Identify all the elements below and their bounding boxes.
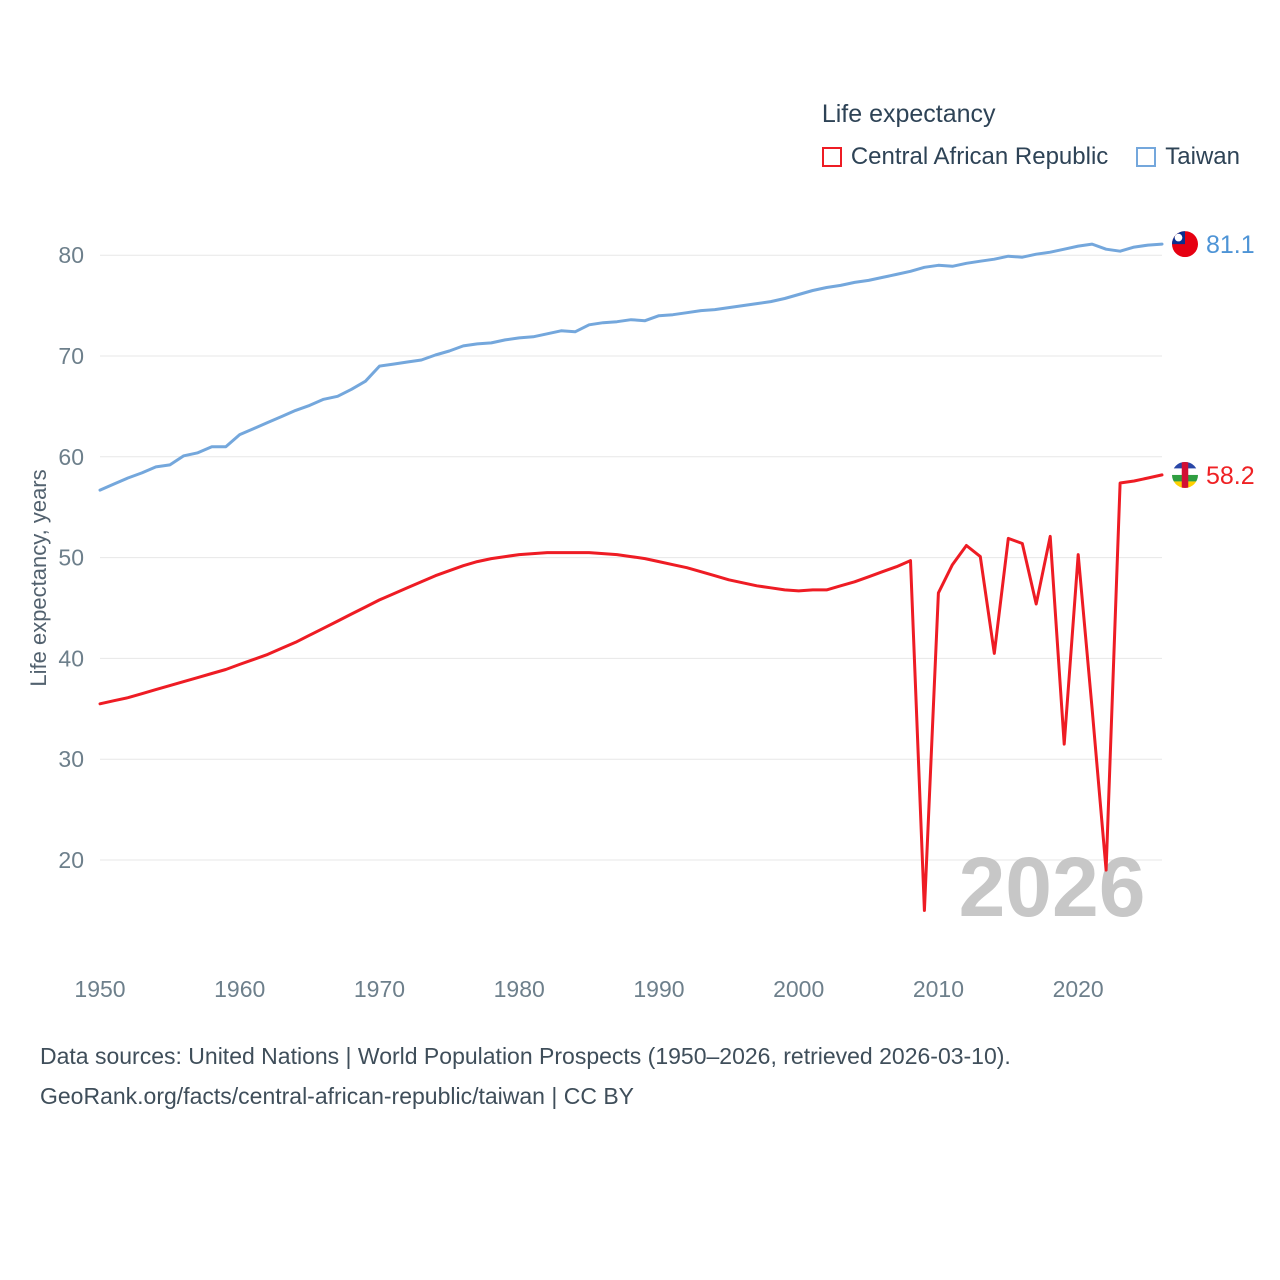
source-attribution: Data sources: United Nations | World Pop… bbox=[40, 1036, 1011, 1116]
y-tick-label: 50 bbox=[58, 545, 84, 571]
legend-item-taiwan[interactable]: Taiwan bbox=[1136, 143, 1240, 171]
central-african-republic-swatch-icon bbox=[821, 147, 842, 167]
data-sources-line: Data sources: United Nations | World Pop… bbox=[40, 1043, 1011, 1069]
taiwan-flag-icon bbox=[1172, 231, 1198, 258]
x-tick-label: 2000 bbox=[773, 976, 824, 1002]
y-tick-label: 20 bbox=[58, 847, 84, 873]
y-tick-label: 30 bbox=[58, 746, 84, 772]
x-tick-label: 1990 bbox=[633, 976, 684, 1002]
legend: Life expectancy Central African Republic… bbox=[821, 100, 1240, 171]
line-chart: 20 30 40 50 60 70 80 1950 1960 1970 1980 1990 2000 20… bbox=[26, 231, 1255, 1002]
x-tick-label: 1950 bbox=[74, 976, 125, 1002]
georank-url-line[interactable]: GeoRank.org/facts/central-african-republ… bbox=[40, 1083, 635, 1109]
central-african-republic-flag-icon bbox=[1172, 461, 1198, 488]
x-tick-label: 1980 bbox=[494, 976, 545, 1002]
x-tick-label: 2010 bbox=[913, 976, 964, 1002]
x-tick-label: 2020 bbox=[1053, 976, 1104, 1002]
series-line-taiwan[interactable] bbox=[98, 242, 1164, 492]
taiwan-swatch-icon bbox=[1136, 147, 1157, 167]
x-tick-label: 1960 bbox=[214, 976, 265, 1002]
y-tick-label: 60 bbox=[58, 444, 84, 470]
legend-item-central-african-republic[interactable]: Central African Republic bbox=[821, 143, 1109, 171]
end-value-label-central-african-republic: 58.2 bbox=[1206, 462, 1255, 490]
y-tick-label: 70 bbox=[58, 343, 84, 369]
series-line-central-african-republic[interactable] bbox=[98, 473, 1164, 912]
legend-item-label: Central African Republic bbox=[850, 143, 1109, 170]
end-value-label-taiwan: 81.1 bbox=[1206, 231, 1255, 259]
legend-item-label: Taiwan bbox=[1165, 143, 1240, 170]
watermark-year: 2026 bbox=[959, 840, 1146, 934]
y-axis-title: Life expectancy, years bbox=[26, 469, 51, 686]
x-tick-label: 1970 bbox=[354, 976, 405, 1002]
legend-title: Life expectancy bbox=[821, 100, 996, 128]
legend-items: Central African Republic Taiwan bbox=[821, 143, 1240, 171]
y-tick-label: 40 bbox=[58, 645, 84, 671]
y-tick-label: 80 bbox=[58, 242, 84, 268]
